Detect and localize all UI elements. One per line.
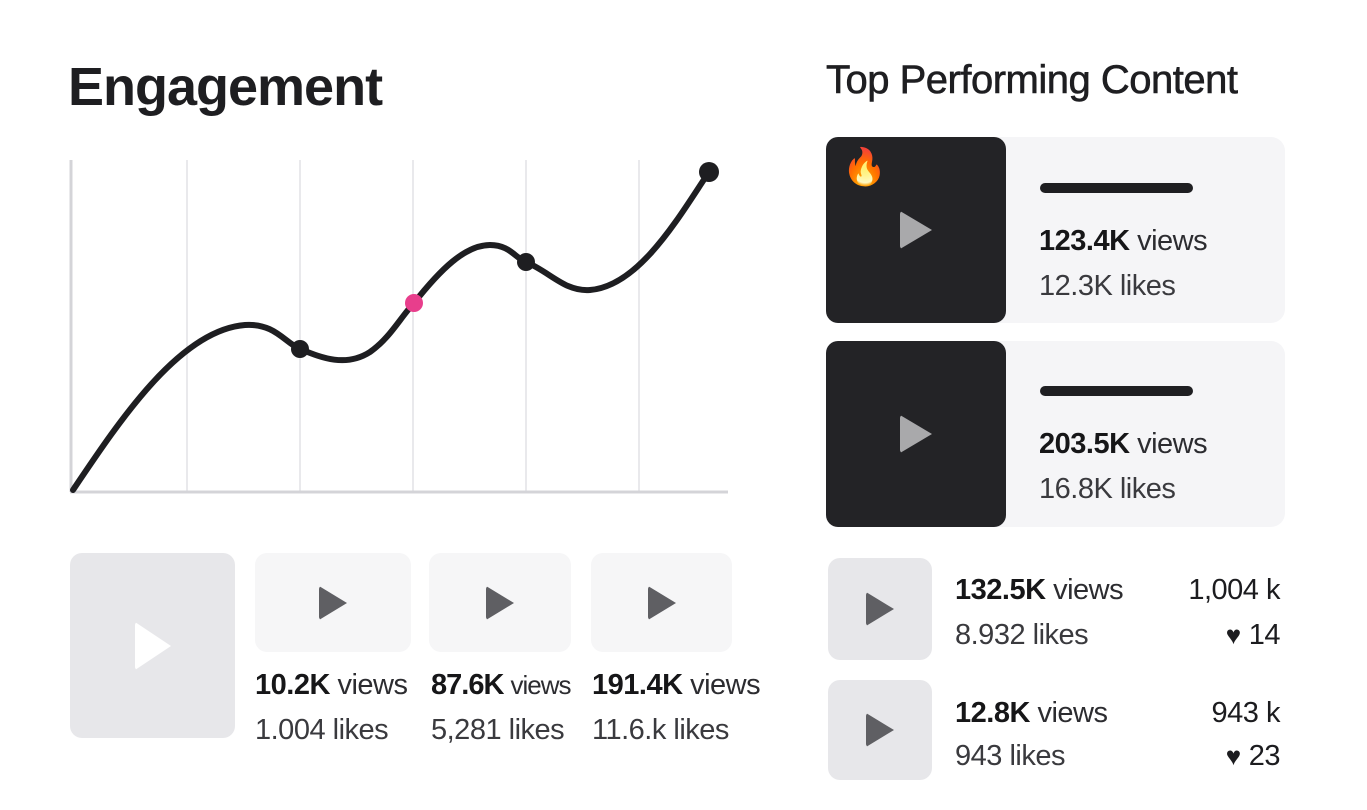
fire-icon: 🔥	[842, 146, 887, 187]
data-point	[699, 162, 719, 182]
gridlines	[186, 160, 640, 492]
heart-count: ♥ 23	[1225, 740, 1281, 772]
play-icon	[866, 592, 894, 626]
engagement-chart	[69, 160, 728, 494]
play-icon	[647, 585, 676, 620]
top-content-card[interactable]: 🔥 123.4K views 12.3K likes	[826, 137, 1285, 323]
play-icon	[866, 713, 894, 747]
play-icon	[900, 415, 932, 453]
video-total: 943 k	[1211, 697, 1281, 729]
video-views: 12.8K views	[955, 697, 1108, 729]
top-content-card[interactable]: 203.5K views 16.8K likes	[826, 341, 1285, 527]
video-thumbnail[interactable]	[828, 680, 932, 780]
video-views: 123.4K views	[1039, 225, 1208, 257]
video-likes: 8.932 likes	[955, 619, 1089, 651]
engagement-line	[70, 169, 712, 493]
play-icon	[900, 211, 932, 249]
video-likes: 11.6.k likes	[592, 714, 729, 746]
video-thumbnail[interactable]	[255, 553, 411, 652]
heart-icon: ♥	[1225, 620, 1241, 650]
video-total: 1,004 k	[1188, 574, 1280, 606]
top-content-title: Top Performing Content	[826, 58, 1239, 103]
data-point-highlight	[405, 294, 423, 312]
video-likes: 12.3K likes	[1039, 270, 1176, 302]
video-views: 191.4K views	[592, 669, 761, 701]
video-views: 132.5K views	[955, 574, 1124, 606]
video-likes: 16.8K likes	[1039, 473, 1176, 505]
video-views: 203.5K views	[1039, 428, 1208, 460]
title-placeholder-bar	[1040, 183, 1193, 193]
video-likes: 5,281 likes	[431, 714, 565, 746]
video-thumbnail[interactable]: 🔥	[826, 137, 1006, 323]
video-thumbnail[interactable]	[591, 553, 732, 652]
video-views: 10.2K views	[255, 669, 408, 701]
heart-count: ♥ 14	[1225, 619, 1281, 651]
data-point	[517, 253, 535, 271]
play-icon	[134, 621, 171, 670]
video-likes: 943 likes	[955, 740, 1065, 772]
video-thumbnail[interactable]	[429, 553, 571, 652]
video-thumbnail[interactable]	[826, 341, 1006, 527]
video-views: 87.6K views	[431, 669, 571, 701]
featured-video-thumbnail[interactable]	[70, 553, 235, 738]
heart-icon: ♥	[1225, 741, 1241, 771]
video-thumbnail[interactable]	[828, 558, 932, 660]
title-placeholder-bar	[1040, 386, 1193, 396]
play-icon	[486, 585, 514, 620]
video-likes: 1.004 likes	[255, 714, 389, 746]
data-point	[291, 340, 309, 358]
engagement-title: Engagement	[68, 57, 383, 117]
play-icon	[319, 585, 347, 620]
